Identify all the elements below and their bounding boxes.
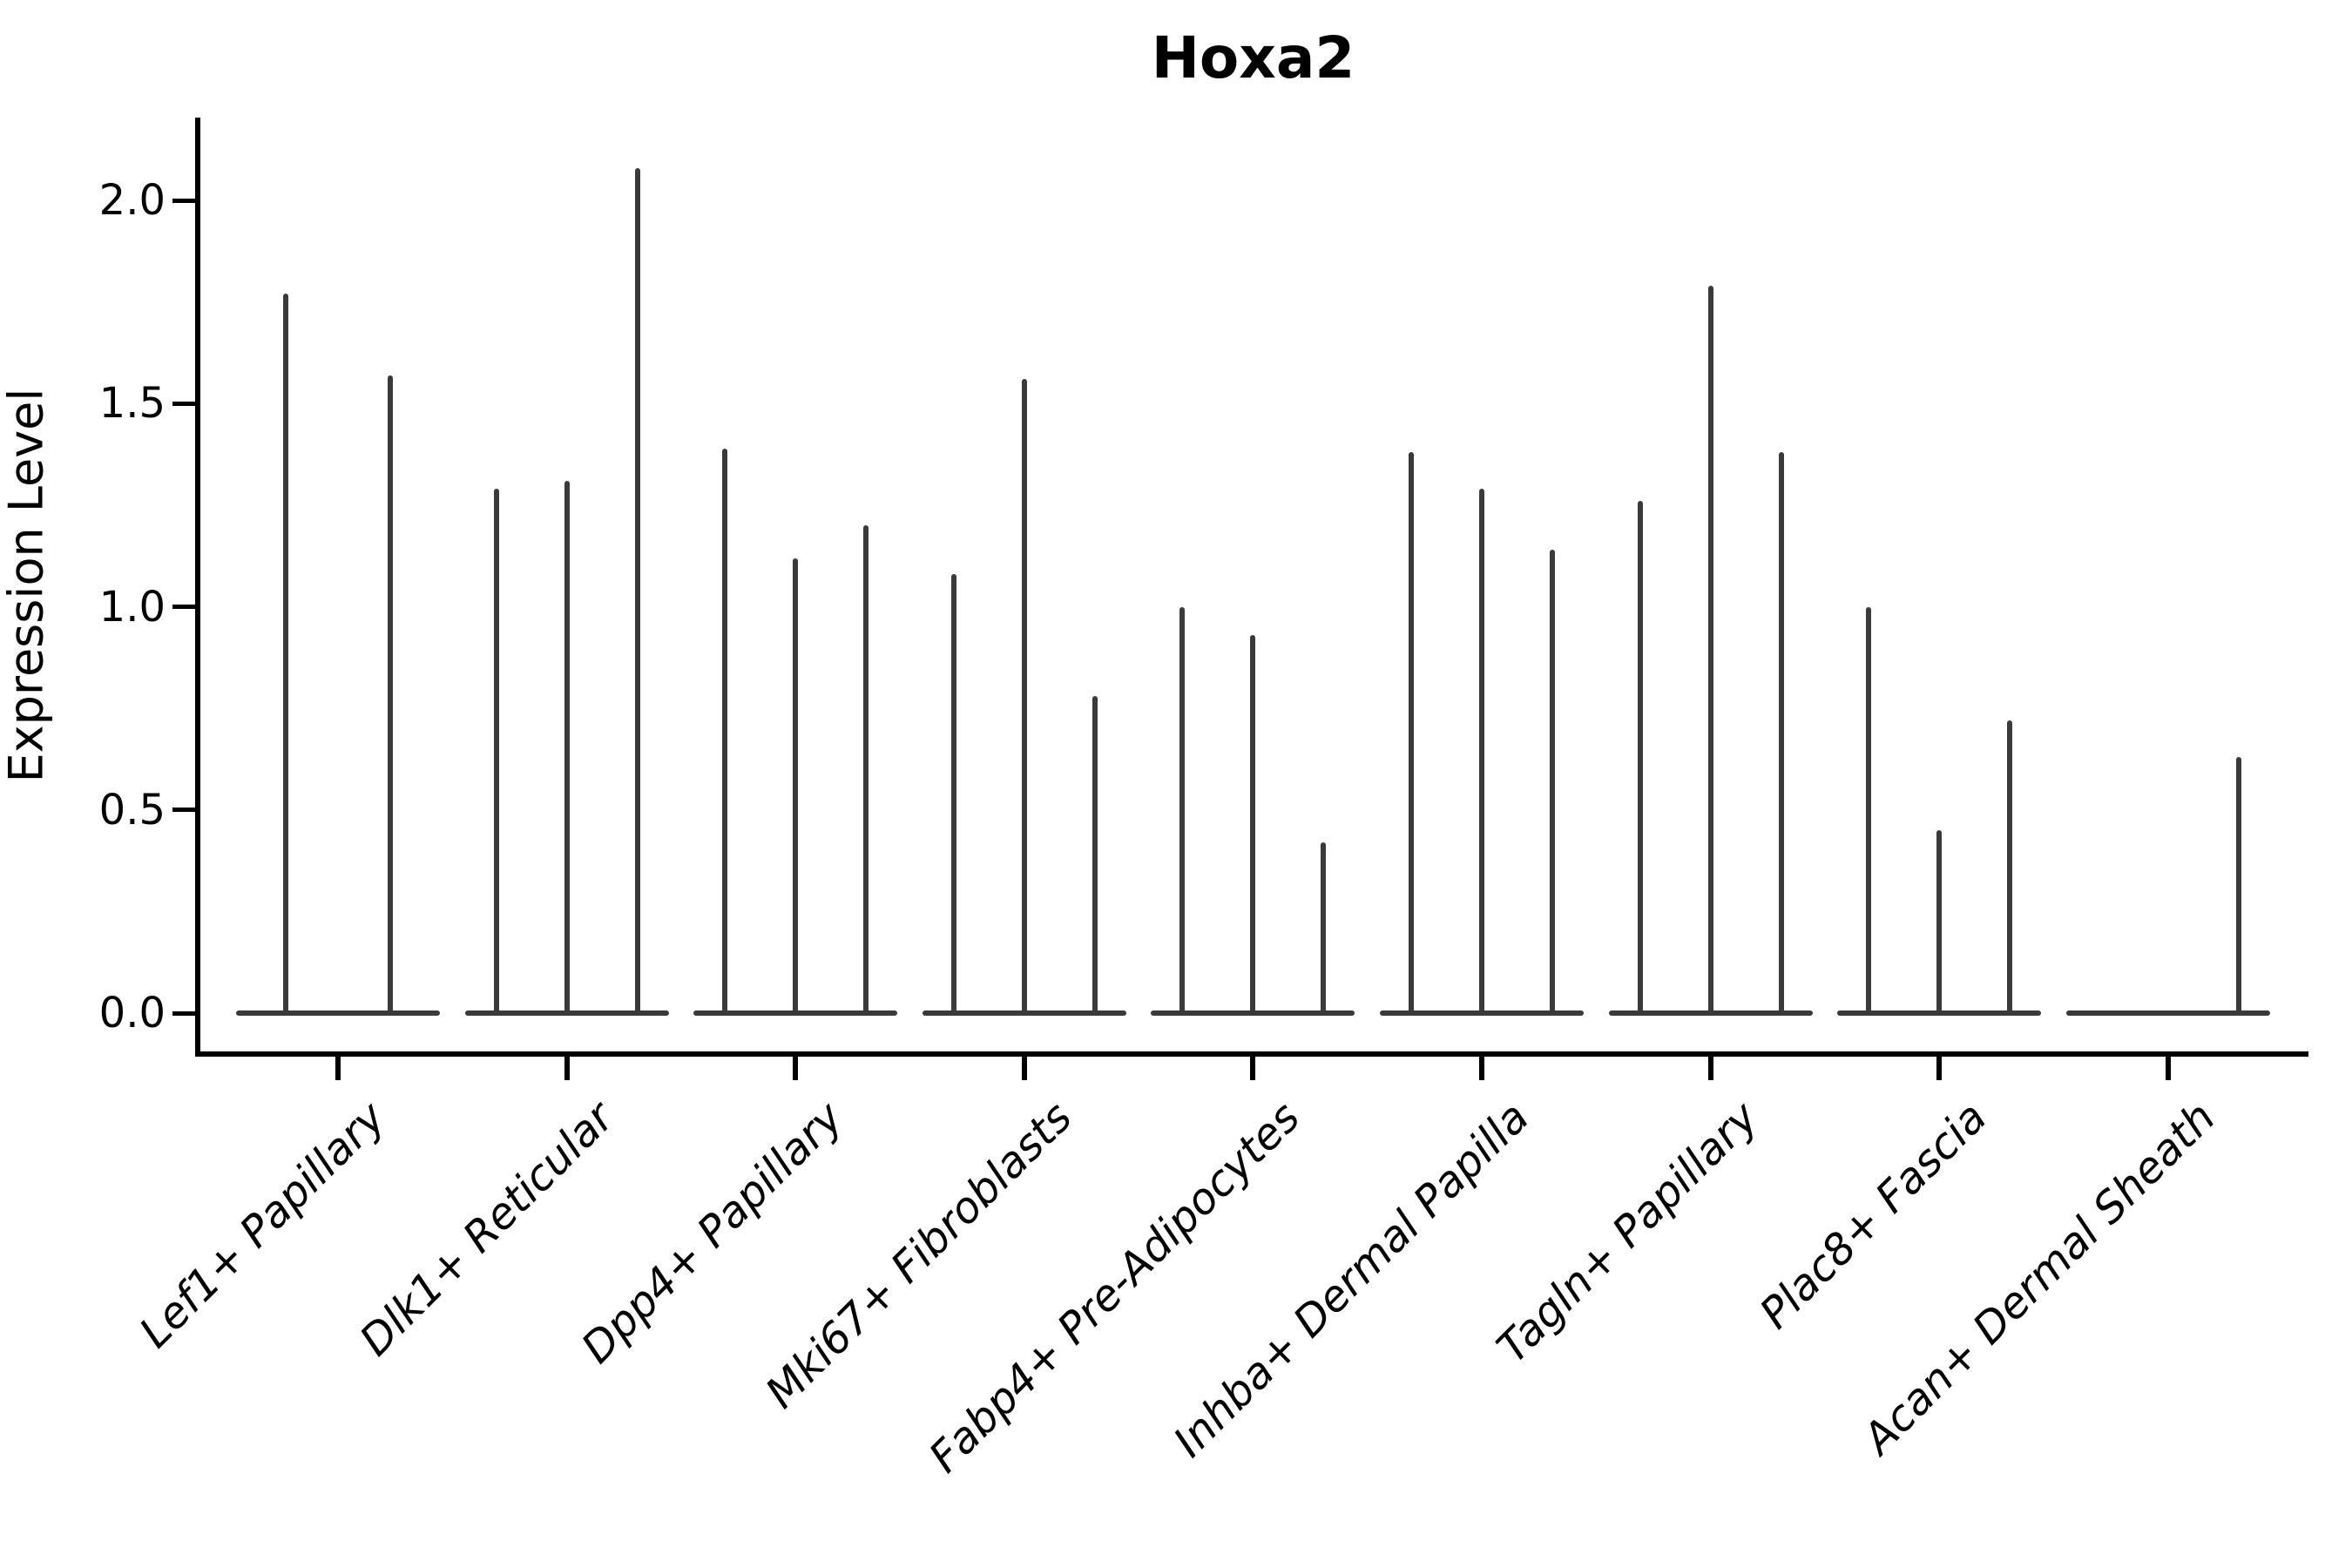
x-tick-label: Fabp4+ Pre-Adipocytes — [920, 1092, 1310, 1483]
x-tick — [1479, 1052, 1484, 1080]
violin-spike — [793, 558, 799, 1016]
y-tick-label: 2.0 — [98, 176, 166, 225]
violin-spike — [1409, 452, 1414, 1016]
y-tick — [172, 605, 195, 609]
violin-spike — [1321, 842, 1327, 1016]
violin-base — [236, 1010, 440, 1016]
x-tick — [1936, 1052, 1943, 1080]
violin-spike — [388, 375, 393, 1016]
y-tick — [172, 1010, 195, 1016]
y-tick-label: 1.5 — [98, 379, 166, 429]
chart-title: Hoxa2 — [1151, 24, 1355, 91]
violin-spike — [1479, 489, 1484, 1016]
x-tick — [793, 1052, 799, 1080]
violin-spike — [950, 574, 956, 1016]
plot-area: 0.0 0.5 1.0 1.5 2.0 Lef1+ Papillary Dlk1+ Ret… — [99, 118, 2308, 1483]
violin-spike — [1550, 550, 1555, 1016]
x-tick — [335, 1052, 341, 1080]
violin-spike — [1707, 285, 1713, 1016]
violin-spike — [722, 448, 728, 1016]
x-tick — [1021, 1052, 1027, 1080]
y-tick — [172, 401, 195, 406]
violin-spike — [493, 489, 499, 1016]
violin-spike — [634, 167, 640, 1016]
violin-spike — [1021, 379, 1027, 1016]
x-tick — [564, 1052, 570, 1080]
x-tick-label: Lef1+ Papillary — [130, 1092, 395, 1358]
violin-spike — [1936, 830, 1943, 1016]
violin-spike — [1092, 696, 1098, 1016]
y-axis-spine — [195, 118, 200, 1057]
violin-spike — [1778, 452, 1784, 1016]
x-tick-label: Plac8+ Fascia — [1750, 1092, 1997, 1339]
violin-base — [2065, 1010, 2270, 1016]
violin-spike — [1637, 501, 1643, 1016]
violin-spike — [564, 480, 570, 1016]
y-tick-label: 1.0 — [98, 582, 166, 632]
x-tick — [1707, 1052, 1713, 1080]
violin-spike — [1866, 606, 1872, 1016]
violin-spike — [2007, 720, 2013, 1016]
x-tick — [1250, 1052, 1256, 1080]
y-axis-label: Expression Level — [0, 388, 54, 783]
violin-spike — [1179, 606, 1186, 1016]
violin-spike — [2235, 757, 2241, 1016]
y-tick-label: 0.0 — [98, 989, 166, 1037]
violin-spike — [863, 525, 869, 1016]
x-tick — [2165, 1052, 2171, 1080]
y-tick-label: 0.5 — [98, 785, 166, 835]
y-tick — [172, 198, 195, 203]
violin-spike — [283, 294, 288, 1016]
x-tick-label: Dlk1+ Reticular — [350, 1092, 624, 1366]
violin-spike — [1250, 635, 1256, 1016]
y-tick — [172, 808, 195, 813]
